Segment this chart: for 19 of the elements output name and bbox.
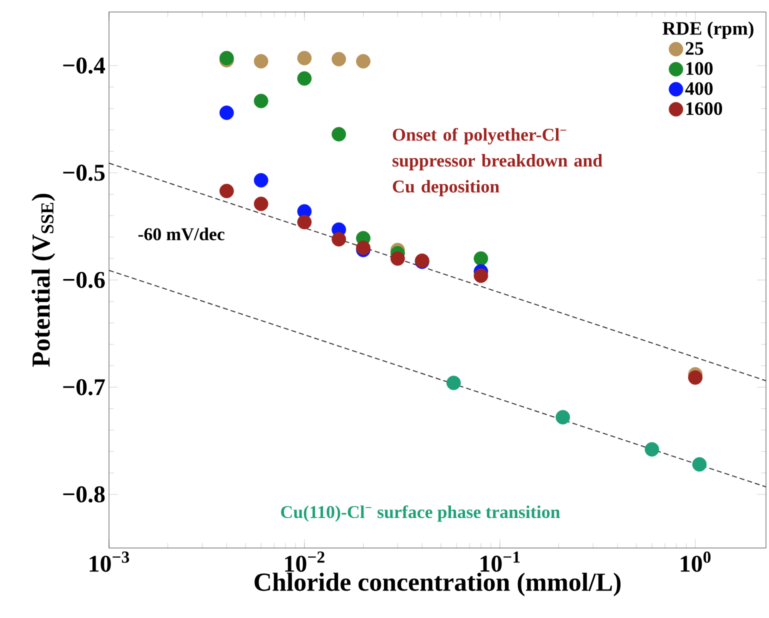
y-tick-label: −0.7 <box>63 379 105 396</box>
legend-label: 25 <box>686 42 704 55</box>
x-tick-label: 10$^{−1}$ <box>480 552 520 572</box>
x-tick-label: 10$^{−2}$ <box>285 552 324 572</box>
x-axis-title: Chloride concentration (mmol/L) <box>254 572 621 596</box>
legend-title: RDE (rpm) <box>662 22 754 39</box>
y-tick-label: −0.5 <box>63 164 105 181</box>
text: Onset of polyether-Cl$^{−}$ suppressor breakdown and Cu deposition <box>392 128 602 196</box>
y-tick-label: −0.6 <box>63 272 105 288</box>
x-tick-label: 10$^{−3}$ <box>90 552 130 572</box>
annotation: -60 mV/dec <box>138 228 224 240</box>
y-tick-label: −0.8 <box>63 486 105 503</box>
legend-label: 1600 <box>686 102 722 116</box>
y-axis-title: Potential (V$_{SSE}$) <box>32 194 56 367</box>
x-tick-label: 10$^{0}$ <box>680 552 711 572</box>
legend-label: 100 <box>686 62 713 75</box>
legend-label: 400 <box>685 82 713 95</box>
y-tick-label: −0.4 <box>63 57 106 74</box>
annotation: Cu(110)-Cl$^{−}$ surface phase transition <box>281 505 560 522</box>
